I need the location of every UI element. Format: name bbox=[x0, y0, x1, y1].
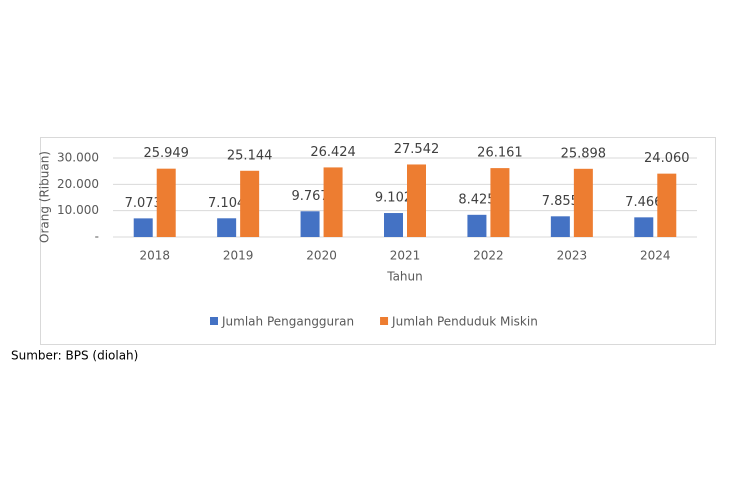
value-label: 9.102 bbox=[375, 191, 412, 206]
bar bbox=[657, 173, 677, 237]
bar bbox=[384, 213, 403, 237]
value-label: 7.104 bbox=[208, 196, 245, 211]
source-note: Sumber: BPS (diolah) bbox=[11, 349, 138, 363]
value-label: 27.542 bbox=[394, 142, 440, 157]
value-label: 26.424 bbox=[310, 145, 356, 160]
bar bbox=[634, 217, 654, 237]
bar bbox=[467, 214, 487, 237]
bar bbox=[217, 218, 237, 237]
bar bbox=[490, 168, 510, 237]
y-tick-label: 10.000 bbox=[57, 203, 99, 217]
x-tick-label: 2020 bbox=[306, 249, 337, 263]
bar bbox=[133, 218, 153, 237]
x-tick-label: 2019 bbox=[223, 249, 254, 263]
x-tick-label: 2021 bbox=[390, 249, 421, 263]
value-label: 7.466 bbox=[625, 195, 662, 210]
y-axis-title: Orang (Ribuan) bbox=[38, 151, 52, 243]
x-tick-label: 2022 bbox=[473, 249, 504, 263]
bar bbox=[156, 168, 176, 237]
legend-label: Jumlah Pengangguran bbox=[221, 315, 354, 329]
bar bbox=[240, 170, 260, 237]
legend-label: Jumlah Penduduk Miskin bbox=[391, 315, 538, 329]
bar bbox=[573, 168, 593, 237]
bar bbox=[550, 216, 570, 237]
y-tick-label: 20.000 bbox=[57, 177, 99, 191]
legend-swatch bbox=[380, 317, 389, 325]
value-label: 25.144 bbox=[227, 148, 273, 163]
value-label: 25.898 bbox=[561, 146, 607, 161]
bar bbox=[300, 211, 320, 237]
x-axis-title: Tahun bbox=[386, 270, 423, 284]
legend-swatch bbox=[210, 317, 218, 325]
value-label: 7.073 bbox=[125, 196, 162, 211]
x-tick-label: 2018 bbox=[139, 249, 170, 263]
value-label: 8.425 bbox=[458, 192, 495, 207]
y-tick-label: 30.000 bbox=[57, 151, 99, 165]
value-label: 24.060 bbox=[644, 151, 690, 166]
value-label: 25.949 bbox=[143, 146, 189, 161]
x-tick-label: 2023 bbox=[557, 249, 588, 263]
bar bbox=[323, 167, 343, 237]
y-tick-label: - bbox=[95, 230, 99, 244]
value-label: 26.161 bbox=[477, 146, 523, 161]
value-label: 7.855 bbox=[542, 194, 579, 209]
value-label: 9.767 bbox=[291, 189, 328, 204]
bar bbox=[407, 164, 426, 237]
x-tick-label: 2024 bbox=[640, 249, 671, 263]
chart-frame bbox=[40, 137, 716, 345]
